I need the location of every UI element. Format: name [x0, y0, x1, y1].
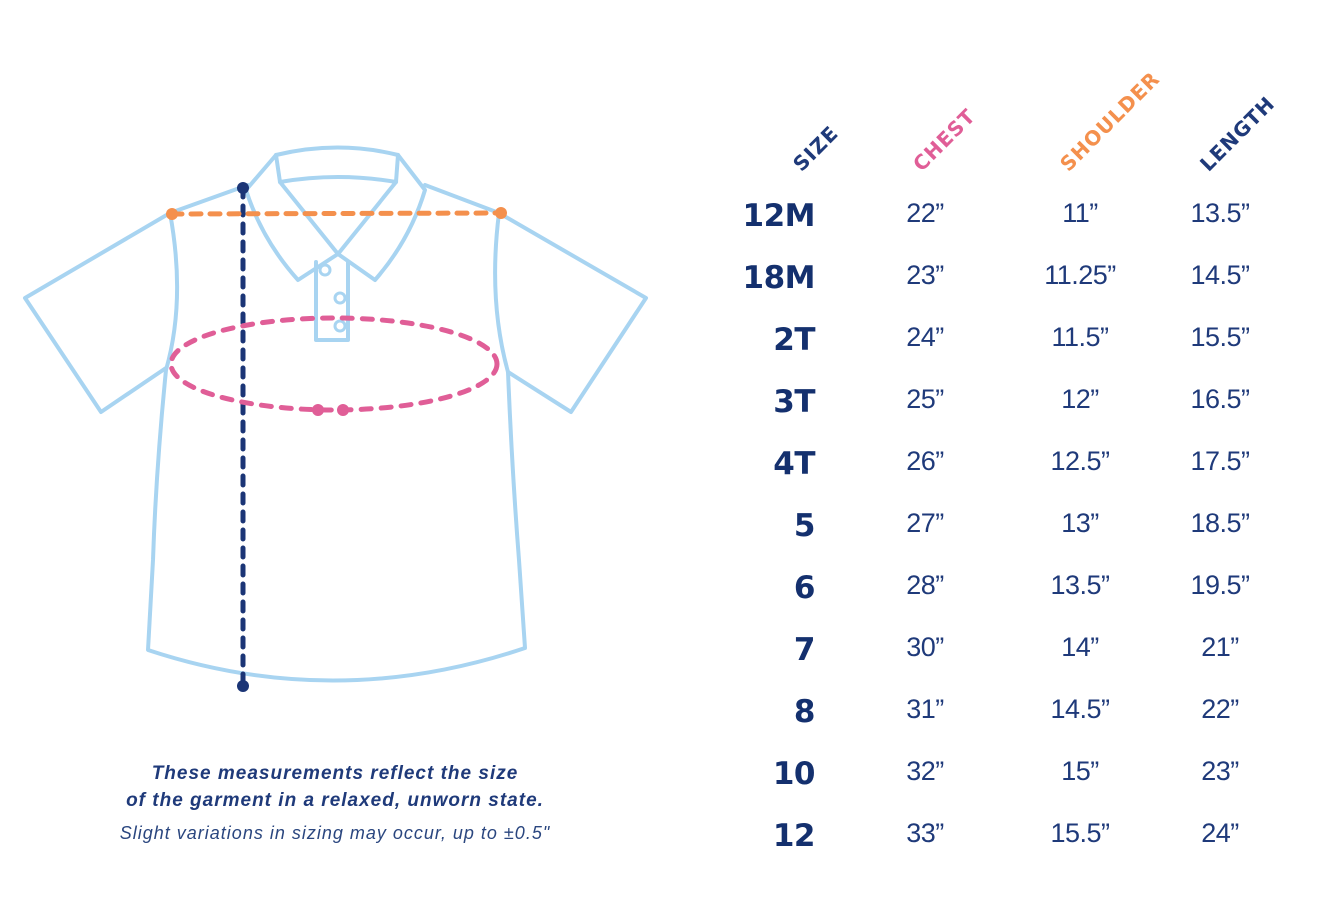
shoulder-cell: 15.5” [1050, 818, 1110, 848]
table-row: 2T 24” 11.5” 15.5” [700, 322, 1300, 362]
size-cell: 12 [772, 818, 816, 854]
shoulder-cell: 11.5” [1051, 322, 1109, 352]
size-cell: 7 [793, 632, 816, 668]
chest-measure-ellipse [168, 315, 500, 416]
header-shoulder: SHOULDER [1055, 66, 1165, 176]
caption-line-1: These measurements reflect the size [151, 763, 519, 784]
length-cell: 23” [1201, 756, 1239, 786]
table-row: 4T 26” 12.5” 17.5” [700, 446, 1300, 486]
table-row: 7 30” 14” 21” [700, 632, 1300, 672]
table-row: 12M 22” 11” 13.5” [700, 198, 1300, 238]
length-cell: 15.5” [1190, 322, 1250, 352]
header-size: SIZE [788, 120, 844, 176]
shirt-measurement-diagram [23, 145, 648, 692]
table-row: 10 32” 15” 23” [700, 756, 1300, 796]
shoulder-cell: 13.5” [1050, 570, 1110, 600]
chest-cell: 26” [906, 446, 944, 476]
chest-cell: 27” [906, 508, 944, 538]
table-row: 12 33” 15.5” 24” [700, 818, 1300, 858]
size-cell: 12M [742, 198, 816, 234]
chest-cell: 33” [906, 818, 944, 848]
length-cell: 21” [1201, 632, 1239, 662]
length-cell: 16.5” [1190, 384, 1250, 414]
chest-cell: 30” [906, 632, 944, 662]
chest-cell: 32” [906, 756, 944, 786]
size-cell: 8 [793, 694, 816, 730]
size-cell: 3T [773, 384, 815, 420]
shoulder-cell: 14.5” [1050, 694, 1110, 724]
chest-cell: 28” [906, 570, 944, 600]
shoulder-measure-line [166, 207, 507, 220]
length-cell: 22” [1201, 694, 1239, 724]
shoulder-cell: 11.25” [1044, 260, 1116, 290]
length-cell: 19.5” [1190, 570, 1250, 600]
size-cell: 6 [793, 570, 816, 606]
chest-cell: 22” [906, 198, 944, 228]
size-cell: 2T [773, 322, 815, 358]
chest-cell: 31” [906, 694, 944, 724]
size-cell: 18M [742, 260, 816, 296]
table-row: 6 28” 13.5” 19.5” [700, 570, 1300, 610]
size-cell: 4T [773, 446, 815, 482]
shoulder-cell: 12.5” [1050, 446, 1110, 476]
length-cell: 18.5” [1190, 508, 1250, 538]
shoulder-cell: 11” [1062, 198, 1098, 228]
caption-note: Slight variations in sizing may occur, u… [119, 823, 551, 843]
caption-line-2: of the garment in a relaxed, unworn stat… [126, 790, 544, 811]
length-cell: 17.5” [1190, 446, 1250, 476]
table-row: 8 31” 14.5” 22” [700, 694, 1300, 734]
size-cell: 10 [772, 756, 816, 792]
placket-buttons [318, 263, 347, 333]
shoulder-cell: 15” [1061, 756, 1099, 786]
chest-cell: 24” [906, 322, 944, 352]
chest-cell: 25” [906, 384, 944, 414]
table-row: 5 27” 13” 18.5” [700, 508, 1300, 548]
shoulder-cell: 14” [1061, 632, 1099, 662]
length-cell: 24” [1201, 818, 1239, 848]
size-cell: 5 [793, 508, 816, 544]
shoulder-cell: 12” [1061, 384, 1099, 414]
length-measure-line [237, 182, 249, 692]
length-cell: 14.5” [1190, 260, 1250, 290]
header-chest: CHEST [908, 103, 981, 176]
length-cell: 13.5” [1190, 198, 1250, 228]
table-row: 3T 25” 12” 16.5” [700, 384, 1300, 424]
chest-cell: 23” [906, 260, 944, 290]
table-row: 18M 23” 11.25” 14.5” [700, 260, 1300, 300]
shirt-outline [23, 145, 648, 683]
header-length: LENGTH [1195, 91, 1280, 176]
shoulder-cell: 13” [1061, 508, 1099, 538]
